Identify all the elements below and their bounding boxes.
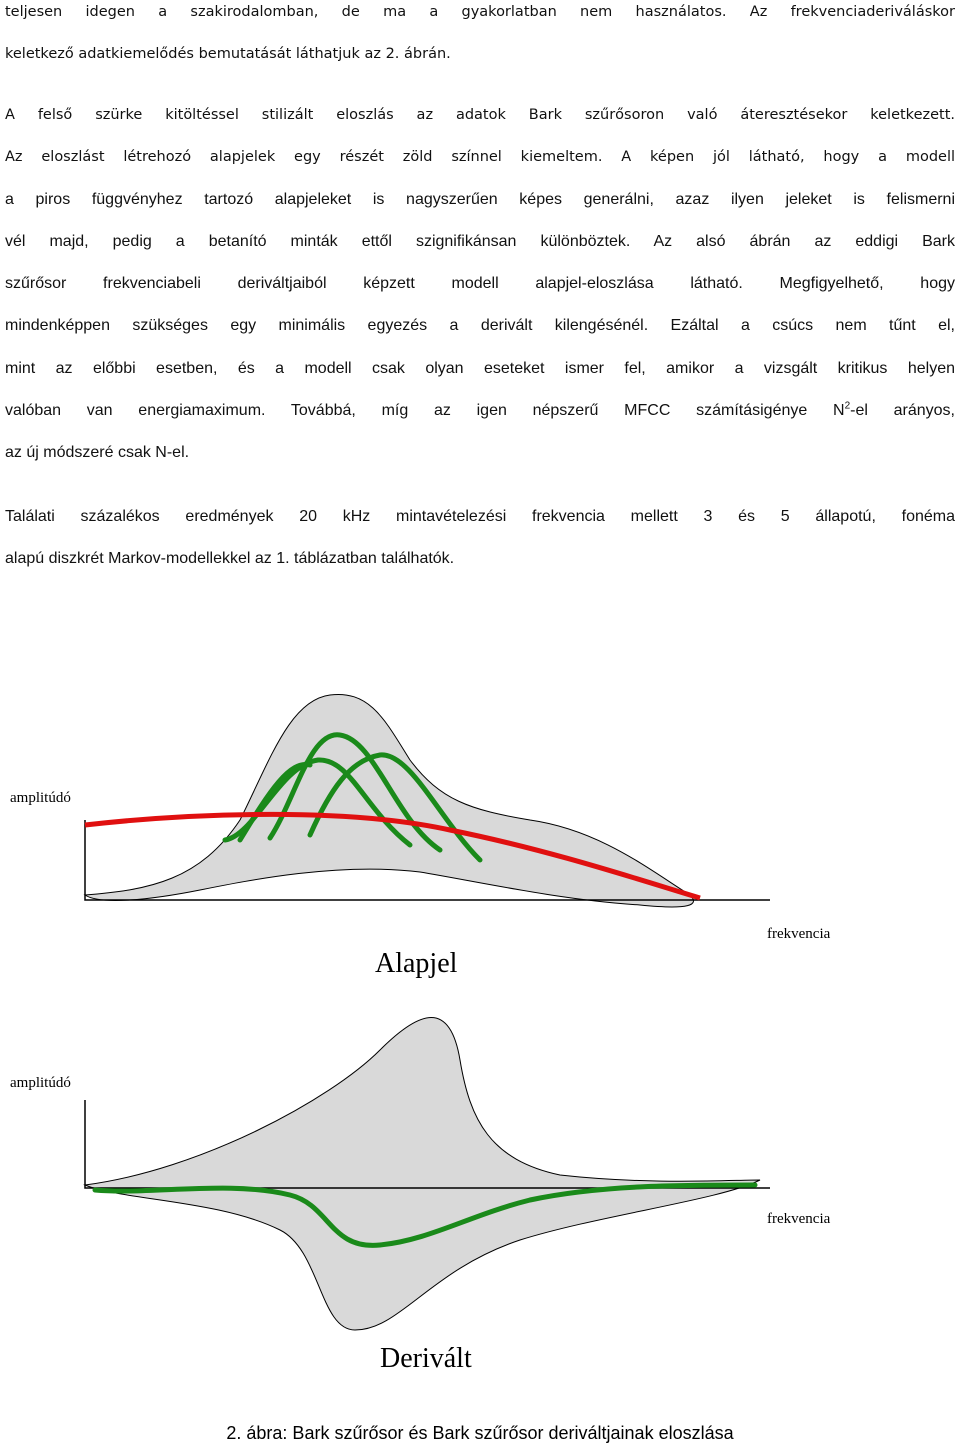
text-line: Az eloszlást létrehozó alapjelek egy rés…: [5, 149, 955, 165]
text-line: alapú diszkrét Markov-modellekkel az 1. …: [5, 550, 455, 567]
green-curve: [307, 752, 483, 863]
figure-title: Alapjel: [375, 948, 458, 979]
top-axes: [84, 820, 770, 901]
x-axis-label: frekvencia: [767, 1211, 831, 1227]
green-curve: [237, 762, 313, 843]
green-wave: [92, 1182, 758, 1248]
red-curve: [84, 811, 701, 901]
text-line: az új módszeré csak N-el.: [5, 444, 190, 461]
bottom-axes: [84, 1100, 770, 1189]
text-line: keletkező adatkiemelődés bemutatását lát…: [5, 46, 451, 62]
text-line: a piros függvényhez tartozó alapjeleket …: [5, 191, 955, 208]
bottom-distribution: [83, 1017, 761, 1331]
text-line: A felső szürke kitöltéssel stilizált elo…: [5, 107, 955, 123]
text-line: mindenképpen szükséges egy minimális egy…: [5, 317, 955, 334]
x-axis-label: frekvencia: [767, 926, 831, 942]
text-span: valóban van energiamaximum. Továbbá, míg…: [5, 402, 845, 419]
top-distribution: [83, 693, 694, 908]
text-line: Találati százalékos eredmények 20 kHz mi…: [5, 508, 955, 525]
superscript: 2: [844, 400, 851, 412]
caption: 2. ábra: Bark szűrősor és Bark szűrősor …: [226, 1423, 734, 1443]
text-line: teljesen idegen a szakirodalomban, de ma…: [5, 4, 955, 20]
green-curve: [267, 732, 443, 853]
text-line: mint az előbbi esetben, és a modell csak…: [5, 360, 955, 377]
text-line: vél majd, pedig a betanító minták ettől …: [5, 233, 955, 250]
figure-title: Derivált: [380, 1343, 472, 1374]
text-span: -el arányos,: [850, 402, 955, 419]
y-axis-label: amplitúdó: [10, 790, 71, 806]
text-line: valóban van energiamaximum. Továbbá, míg…: [5, 399, 955, 423]
y-axis-label: amplitúdó: [10, 1075, 71, 1091]
text-line: szűrősor frekvenciabeli deriváltjaiból k…: [5, 275, 955, 292]
